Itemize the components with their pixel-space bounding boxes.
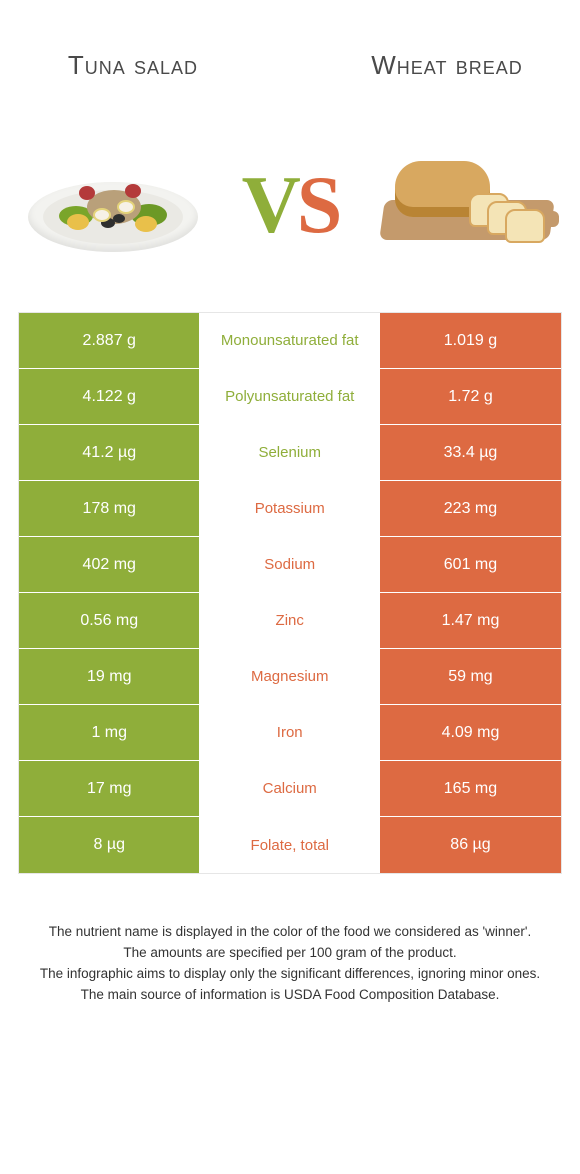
footnote-line: The main source of information is USDA F…	[30, 985, 550, 1006]
right-value-cell: 223 mg	[380, 481, 561, 536]
table-row: 402 mgSodium601 mg	[19, 537, 561, 593]
footnote-line: The amounts are specified per 100 gram o…	[30, 943, 550, 964]
left-value-cell: 2.887 g	[19, 313, 199, 368]
comparison-table: 2.887 gMonounsaturated fat1.019 g4.122 g…	[18, 312, 562, 874]
right-value-cell: 1.47 mg	[380, 593, 561, 648]
table-row: 17 mgCalcium165 mg	[19, 761, 561, 817]
left-value-cell: 402 mg	[19, 537, 199, 592]
tuna-salad-plate-icon	[18, 130, 208, 280]
footnotes: The nutrient name is displayed in the co…	[30, 922, 550, 1006]
left-value-cell: 0.56 mg	[19, 593, 199, 648]
right-value-cell: 165 mg	[380, 761, 561, 816]
images-row: VS	[18, 120, 562, 290]
footnote-line: The nutrient name is displayed in the co…	[30, 922, 550, 943]
table-row: 19 mgMagnesium59 mg	[19, 649, 561, 705]
table-row: 2.887 gMonounsaturated fat1.019 g	[19, 313, 561, 369]
left-value-cell: 17 mg	[19, 761, 199, 816]
right-value-cell: 59 mg	[380, 649, 561, 704]
table-row: 0.56 mgZinc1.47 mg	[19, 593, 561, 649]
right-value-cell: 86 µg	[380, 817, 561, 873]
left-value-cell: 19 mg	[19, 649, 199, 704]
table-row: 4.122 gPolyunsaturated fat1.72 g	[19, 369, 561, 425]
table-row: 8 µgFolate, total86 µg	[19, 817, 561, 873]
left-value-cell: 41.2 µg	[19, 425, 199, 480]
left-value-cell: 8 µg	[19, 817, 199, 873]
nutrient-label-cell: Polyunsaturated fat	[199, 369, 379, 424]
nutrient-label-cell: Zinc	[199, 593, 379, 648]
table-row: 1 mgIron4.09 mg	[19, 705, 561, 761]
right-value-cell: 1.72 g	[380, 369, 561, 424]
table-row: 178 mgPotassium223 mg	[19, 481, 561, 537]
nutrient-label-cell: Potassium	[199, 481, 379, 536]
right-value-cell: 1.019 g	[380, 313, 561, 368]
comparison-infographic: Tuna salad Wheat bread	[0, 0, 580, 1006]
nutrient-label-cell: Iron	[199, 705, 379, 760]
left-food-title: Tuna salad	[18, 51, 248, 80]
nutrient-label-cell: Calcium	[199, 761, 379, 816]
right-value-cell: 33.4 µg	[380, 425, 561, 480]
left-value-cell: 178 mg	[19, 481, 199, 536]
wheat-bread-loaf-icon	[372, 130, 562, 280]
table-row: 41.2 µgSelenium33.4 µg	[19, 425, 561, 481]
nutrient-label-cell: Monounsaturated fat	[199, 313, 379, 368]
right-food-title: Wheat bread	[332, 51, 562, 80]
left-value-cell: 4.122 g	[19, 369, 199, 424]
vs-label: VS	[215, 158, 365, 252]
nutrient-label-cell: Selenium	[199, 425, 379, 480]
vs-v: V	[242, 159, 297, 250]
nutrient-label-cell: Folate, total	[199, 817, 379, 873]
footnote-line: The infographic aims to display only the…	[30, 964, 550, 985]
vs-s: S	[297, 159, 339, 250]
nutrient-label-cell: Sodium	[199, 537, 379, 592]
titles-row: Tuna salad Wheat bread	[18, 20, 562, 110]
right-value-cell: 601 mg	[380, 537, 561, 592]
left-value-cell: 1 mg	[19, 705, 199, 760]
right-value-cell: 4.09 mg	[380, 705, 561, 760]
nutrient-label-cell: Magnesium	[199, 649, 379, 704]
